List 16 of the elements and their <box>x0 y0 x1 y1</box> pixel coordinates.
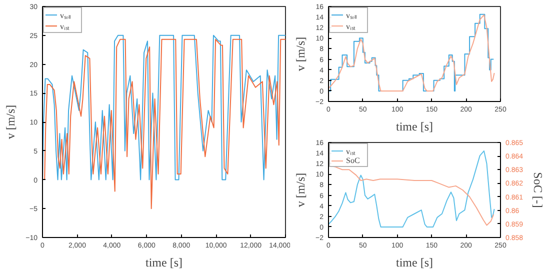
y-axis-title: v [m/s] <box>4 104 18 140</box>
legend-label: SoC <box>346 156 361 165</box>
x-axis-title: time [s] <box>146 256 183 270</box>
x-axis-title: time [s] <box>396 120 434 134</box>
legend-label: vₛₒₗₗ <box>60 10 72 20</box>
y2-axis-title: SoC [-] <box>531 172 546 208</box>
legend-label: vₛₒₗₗ <box>346 10 358 20</box>
legend-label: vᵢₛₜ <box>346 146 356 156</box>
x-axis-title: time [s] <box>396 256 434 270</box>
line-series <box>42 34 286 180</box>
y-axis-title: v [m/s] <box>294 172 308 208</box>
legend-label: vᵢₛₜ <box>60 21 70 31</box>
y-axis-title: v [m/s] <box>294 36 308 72</box>
line-series <box>328 150 495 228</box>
line-series <box>44 38 286 210</box>
legend-label: vᵢₛₜ <box>346 21 356 31</box>
